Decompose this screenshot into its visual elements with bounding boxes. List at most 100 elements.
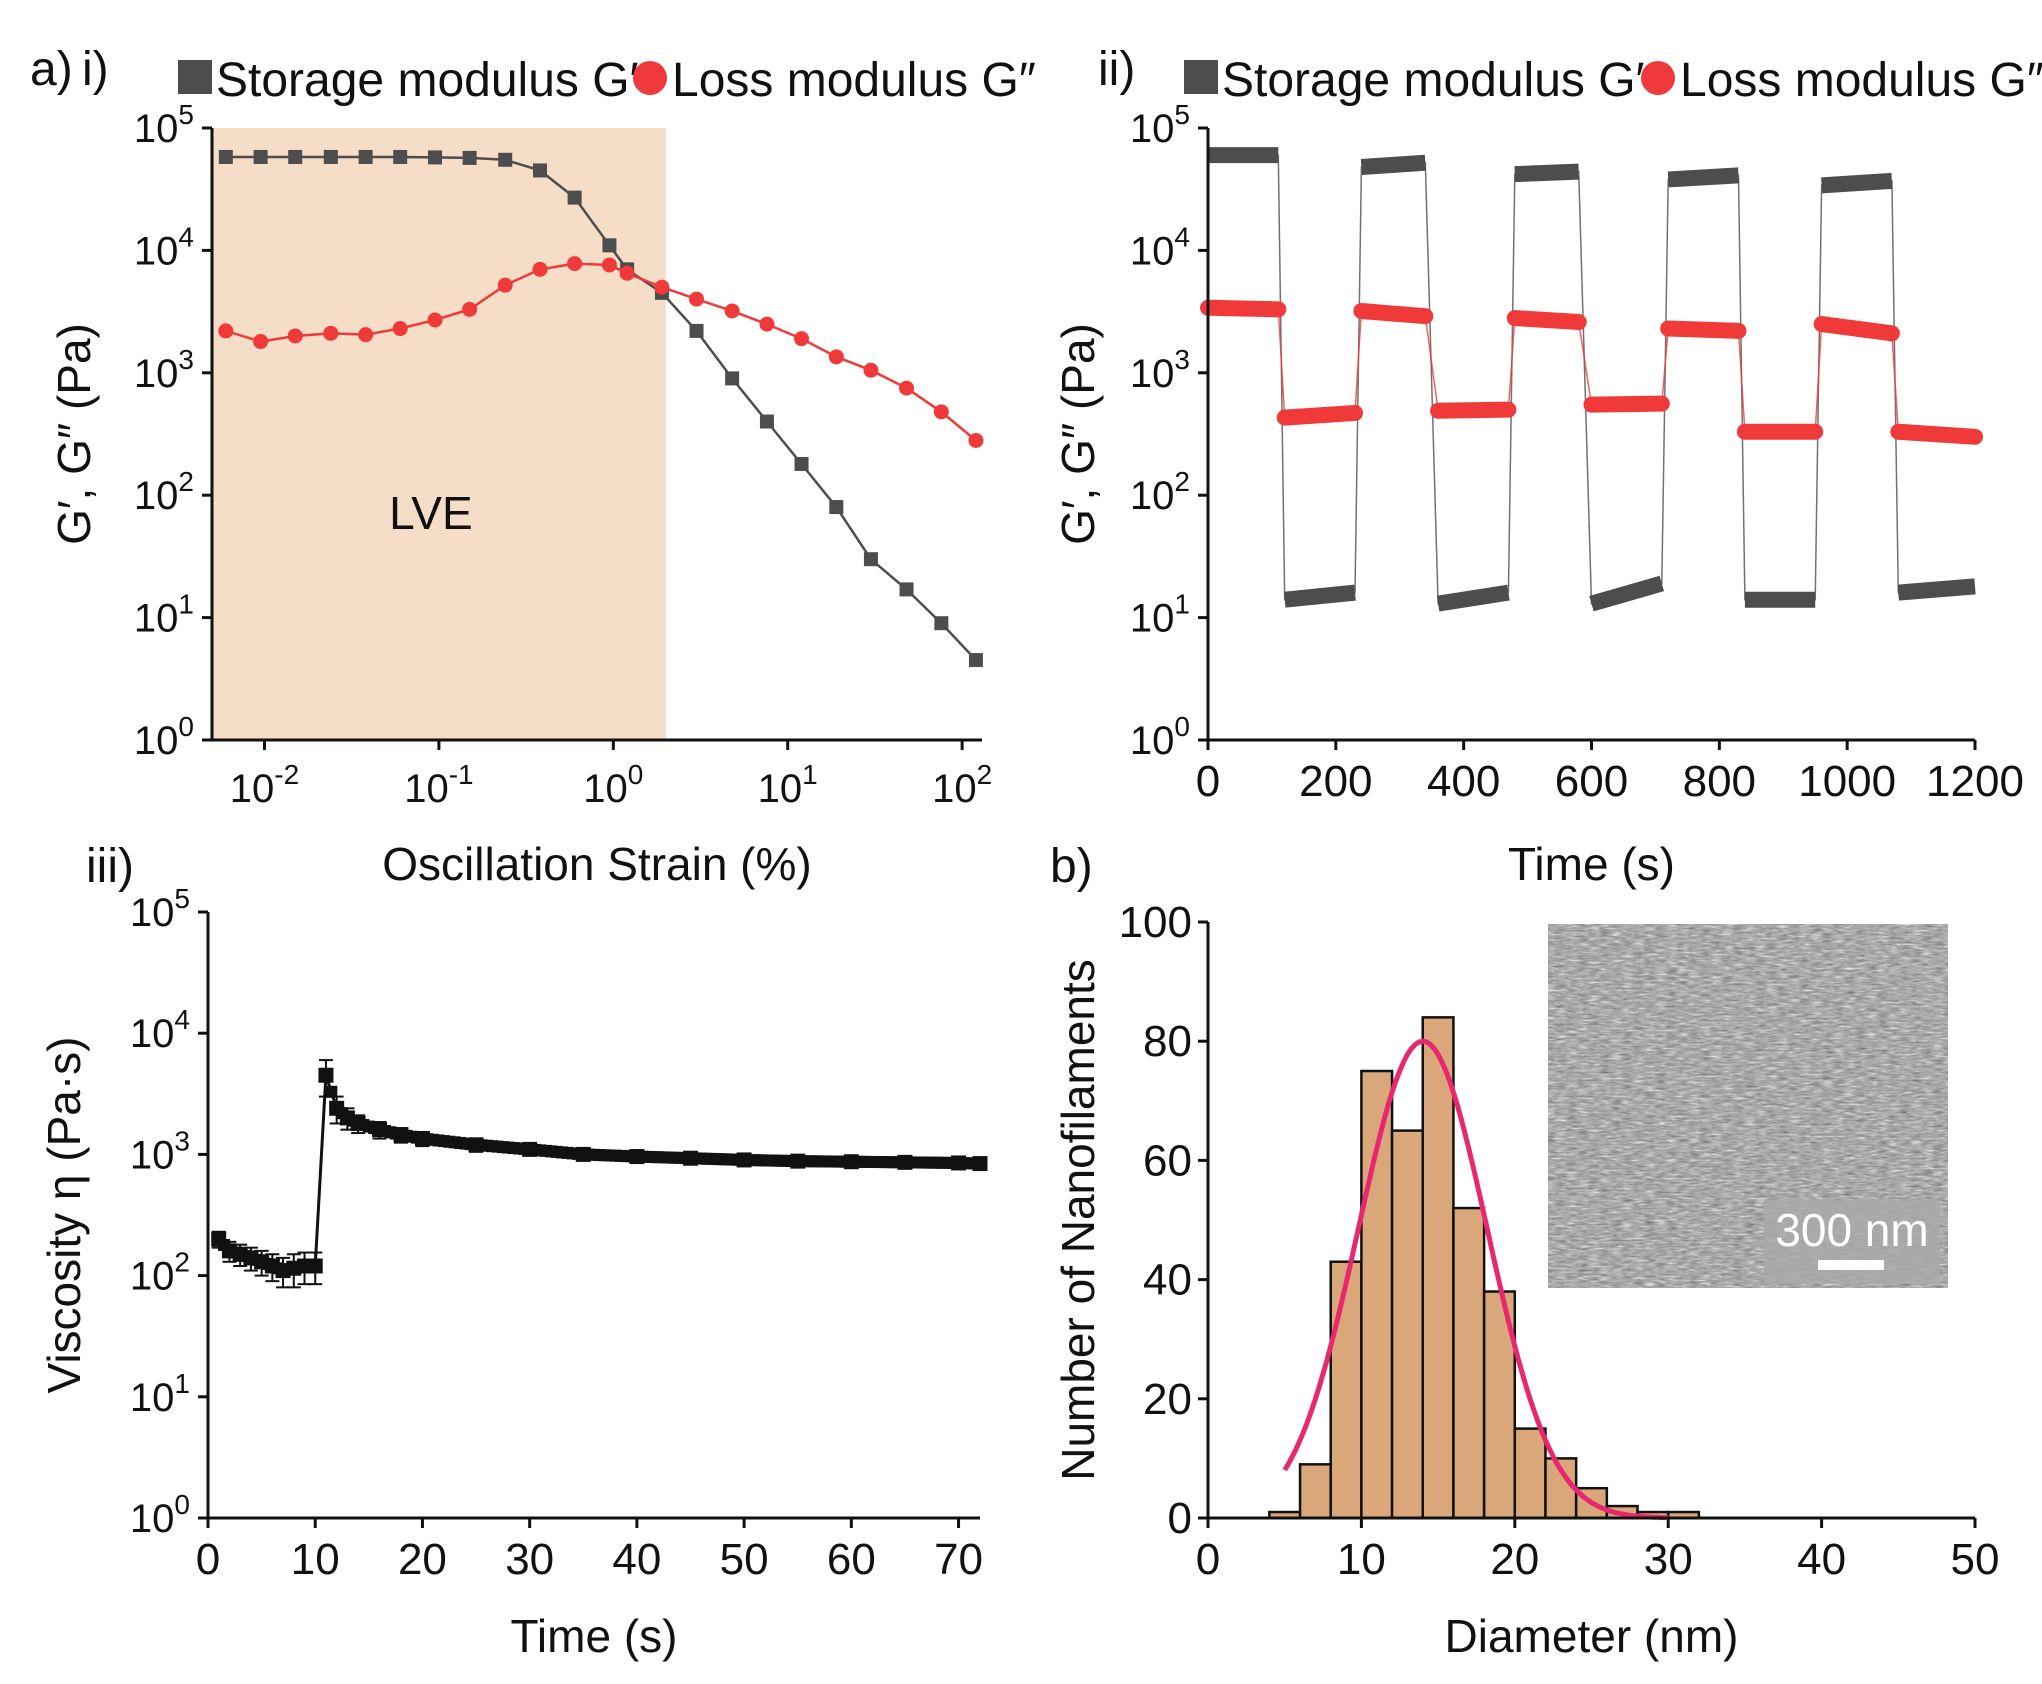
data-point-s1-9: [532, 261, 548, 277]
data-point-13: [350, 1115, 366, 1131]
data-point-s1-20: [899, 380, 915, 396]
data-point-s0-14: [689, 323, 704, 338]
series-group-iii: [211, 1059, 988, 1289]
data-point-s0-19: [863, 552, 878, 567]
x-tick-label-5: 1000: [1798, 757, 1896, 806]
x-tick-label-0: 0: [1196, 757, 1220, 806]
y-tick-label-1: 101: [134, 589, 194, 641]
data-point-s1-4: [358, 327, 374, 343]
x-tick-label-4: 800: [1683, 757, 1756, 806]
data-point-s1-2: [287, 328, 303, 344]
legend-i-storage-label: Storage modulus G′: [216, 54, 639, 107]
x-axis-title-i: Oscillation Strain (%): [382, 838, 811, 890]
legend-i-loss-marker: [633, 61, 667, 95]
x-tick-label-0: 10-2: [230, 759, 299, 811]
y-tick-label-3: 103: [1130, 344, 1190, 396]
data-point-s0-9: [533, 163, 548, 178]
gaussian-fit-curve: [1282, 1038, 1669, 1521]
data-point-s1-8: [497, 277, 513, 293]
y-axis-ticks-ii: 100 101 102 103 104 105: [1130, 99, 1208, 763]
data-point-s0-17: [794, 456, 809, 471]
plateau-s1-4: [1506, 310, 1587, 331]
y-tick-label-1: 101: [1130, 589, 1190, 641]
data-point-s0-16: [759, 414, 774, 429]
data-point-19: [575, 1146, 591, 1162]
data-point-s0-4: [358, 149, 373, 164]
data-point-s1-1: [253, 334, 269, 350]
data-point-s1-13: [654, 279, 670, 295]
legend-ii-loss-label: Loss modulus G″: [1680, 54, 2042, 107]
chart-panel-b: 0 20 40 60 80 100 0 10 20 30 40 50 300 nm Diameter…: [1052, 898, 1999, 1662]
lve-shaded-region: [212, 128, 666, 740]
y-tick-label-1: 101: [130, 1368, 190, 1420]
x-tick-label-5: 50: [1951, 1535, 2000, 1584]
y-tick-label-0: 100: [1130, 711, 1190, 763]
x-tick-label-3: 101: [758, 759, 818, 811]
plateau-s0-6: [1667, 167, 1739, 188]
y-tick-label-5: 105: [1130, 99, 1190, 151]
histogram-bar-5: [1421, 1016, 1455, 1520]
y-tick-label-5: 105: [130, 883, 190, 935]
data-point-s1-0: [218, 323, 234, 339]
data-point-s0-18: [829, 500, 844, 515]
x-tick-label-1: 10: [1337, 1535, 1386, 1584]
histogram-bar-1: [1298, 1463, 1332, 1520]
y-tick-label-2: 40: [1143, 1256, 1192, 1305]
plateau-s0-4: [1514, 163, 1580, 183]
data-point-20: [629, 1149, 645, 1165]
chart-panel-iii: 100 101 102 103 104 105 0 10 20 30 40 50 60 70 Time …: [38, 883, 988, 1662]
x-tick-label-0: 0: [196, 1535, 220, 1584]
x-tick-label-3: 30: [505, 1535, 554, 1584]
data-point-s1-17: [794, 331, 810, 347]
legend-ii: Storage modulus G′ Loss modulus G″: [1184, 54, 2042, 107]
plateau-s1-2: [1353, 302, 1434, 325]
series-connector-1: [1207, 306, 1976, 438]
x-tick-label-1: 10: [291, 1535, 340, 1584]
plateau-s1-3: [1430, 401, 1517, 419]
data-point-17: [468, 1137, 484, 1153]
x-tick-label-1: 200: [1299, 757, 1372, 806]
y-axis-title-ii: G′, G″ (Pa): [1052, 323, 1104, 545]
y-tick-label-2: 102: [134, 466, 194, 518]
data-point-s1-11: [601, 257, 617, 273]
data-point-s1-7: [462, 301, 478, 317]
x-tick-label-2: 400: [1427, 757, 1500, 806]
y-axis-ticks-i: 100 101 102 103 104 105: [134, 99, 212, 763]
y-tick-label-2: 102: [1130, 466, 1190, 518]
y-tick-label-5: 100: [1119, 898, 1192, 947]
data-point-10: [318, 1067, 334, 1083]
data-point-s0-8: [498, 152, 513, 167]
data-point-s1-3: [323, 325, 339, 341]
data-point-s1-12: [619, 265, 635, 281]
data-point-s0-6: [428, 150, 443, 165]
x-tick-label-3: 30: [1644, 1535, 1693, 1584]
x-tick-label-2: 20: [398, 1535, 447, 1584]
x-axis-title-iii: Time (s): [511, 1610, 678, 1662]
x-tick-label-2: 20: [1490, 1535, 1539, 1584]
plateau-s1-8: [1813, 316, 1900, 342]
y-tick-label-4: 80: [1143, 1017, 1192, 1066]
histogram-bar-8: [1513, 1427, 1547, 1520]
data-point-26: [951, 1155, 967, 1171]
data-point-22: [736, 1152, 752, 1168]
x-tick-label-4: 40: [1797, 1535, 1846, 1584]
x-tick-label-5: 50: [720, 1535, 769, 1584]
lve-label: LVE: [389, 487, 473, 539]
data-point-s1-5: [392, 321, 408, 337]
data-point-23: [790, 1153, 806, 1169]
data-point-s0-1: [253, 149, 268, 164]
y-tick-label-0: 0: [1168, 1494, 1192, 1543]
histogram-bar-3: [1360, 1069, 1394, 1520]
x-tick-label-2: 100: [583, 759, 643, 811]
plateau-s1-6: [1660, 320, 1747, 339]
label-a: a): [30, 43, 73, 96]
histogram-bar-2: [1329, 1260, 1363, 1520]
label-i: i): [82, 43, 109, 96]
data-point-25: [897, 1154, 913, 1170]
plateau-s1-9: [1890, 423, 1983, 445]
scale-bar: [1818, 1260, 1884, 1270]
data-point-14: [372, 1122, 388, 1138]
data-point-s1-10: [567, 256, 583, 272]
data-point-0: [211, 1231, 227, 1247]
